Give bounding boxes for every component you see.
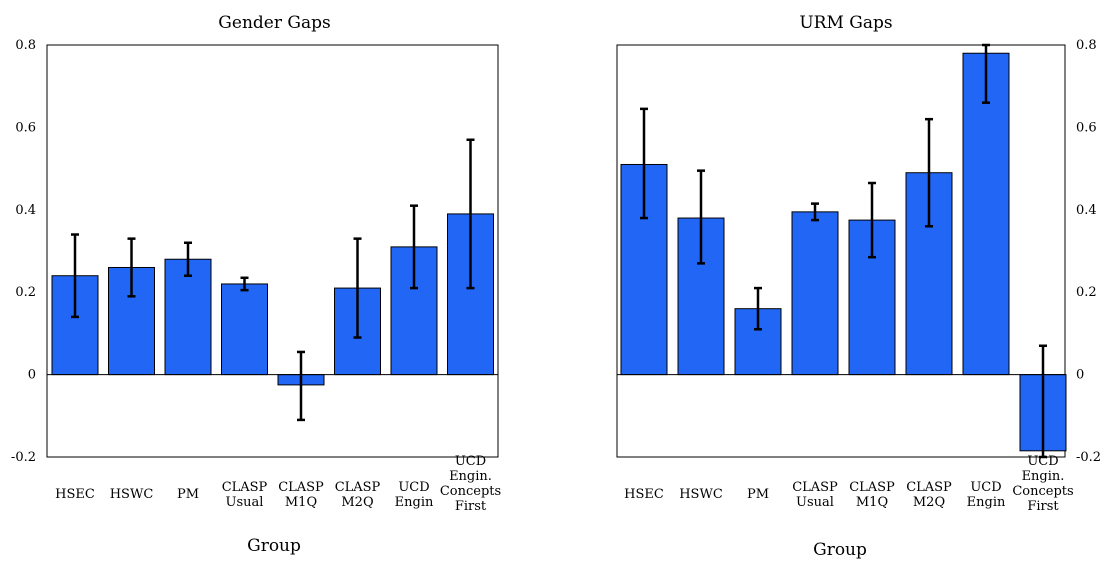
x-tick-label-line: Usual	[796, 495, 834, 510]
bar	[221, 283, 268, 376]
x-tick-label-line: UCD	[398, 480, 429, 495]
x-tick-label-line: CLASP	[335, 480, 381, 495]
error-bar	[410, 204, 418, 290]
x-tick-label-line: M2Q	[341, 495, 373, 510]
x-axis-label: Group	[813, 540, 867, 560]
x-tick-label-line: HSWC	[110, 487, 154, 502]
x-tick-label-line: M1Q	[285, 495, 317, 510]
error-bar	[466, 138, 475, 290]
y-tick-label: 0.2	[1076, 285, 1097, 300]
x-tick-label: PM	[747, 487, 769, 502]
x-tick-label-line: M1Q	[856, 495, 888, 510]
y-tick-label: 0.6	[1076, 120, 1097, 135]
gender-gaps-chart: Gender Gaps 0.8 0.6 0.4 0.2 0 -0.2 HSEC HSWC PM…	[11, 13, 501, 556]
y-tick-label: -0.2	[11, 450, 36, 465]
x-tick-label-line: Engin.	[449, 469, 492, 484]
x-tick-label: CLASP M1Q	[849, 480, 895, 510]
x-tick-label-line: Engin	[967, 495, 1006, 510]
x-tick-label-line: UCD	[1027, 454, 1058, 469]
x-tick-label-line: M2Q	[913, 495, 945, 510]
error-bar	[925, 117, 933, 228]
x-tick-label: PM	[177, 487, 199, 502]
x-tick-label-line: CLASP	[792, 480, 838, 495]
y-tick-label: 0.4	[1076, 203, 1097, 218]
x-tick-label: HSWC	[110, 487, 154, 502]
y-tick-label: 0.4	[15, 203, 36, 218]
y-tick-label: 0.2	[15, 285, 36, 300]
x-tick-label: UCD Engin. Concepts First	[1012, 454, 1073, 514]
y-tick-label: 0	[28, 368, 36, 383]
error-bar	[71, 233, 79, 319]
error-bar	[1039, 344, 1047, 459]
x-tick-label: HSWC	[679, 487, 723, 502]
y-tick-label: 0	[1076, 368, 1084, 383]
bar	[962, 52, 1010, 376]
chart-title: URM Gaps	[799, 13, 892, 33]
error-bar	[353, 237, 362, 339]
error-bar	[697, 169, 705, 265]
chart-title: Gender Gaps	[218, 13, 330, 33]
error-bar	[640, 107, 648, 220]
x-tick-label-line: CLASP	[278, 480, 324, 495]
plot-frame	[46, 44, 499, 458]
x-tick-label: HSEC	[55, 487, 95, 502]
error-bar	[868, 181, 876, 259]
bar	[791, 211, 839, 376]
x-tick-label-line: CLASP	[906, 480, 952, 495]
x-tick-label-line: HSWC	[679, 487, 723, 502]
error-bar	[297, 350, 305, 422]
x-tick-label: UCD Engin	[395, 480, 434, 510]
x-tick-label-line: CLASP	[849, 480, 895, 495]
x-tick-label-line: HSEC	[55, 487, 95, 502]
y-tick-label: 0.6	[15, 120, 36, 135]
x-tick-label: CLASP Usual	[792, 480, 838, 510]
x-tick-label-line: Concepts	[440, 484, 501, 499]
x-tick-label: HSEC	[624, 487, 664, 502]
error-bar	[754, 286, 762, 331]
x-axis-label: Group	[247, 536, 301, 556]
y-tick-label: 0.8	[15, 38, 36, 53]
x-tick-label-line: UCD	[970, 480, 1001, 495]
x-tick-label: UCD Engin. Concepts First	[440, 454, 501, 514]
error-bar	[811, 202, 819, 222]
error-bar	[240, 276, 249, 292]
error-bar	[982, 43, 990, 104]
x-tick-label-line: CLASP	[222, 480, 268, 495]
x-tick-label-line: First	[1027, 499, 1059, 514]
y-tick-label: 0.8	[1076, 38, 1097, 53]
x-tick-label: UCD Engin	[967, 480, 1006, 510]
x-tick-label-line: HSEC	[624, 487, 664, 502]
x-tick-label: CLASP Usual	[222, 480, 268, 510]
x-tick-label-line: First	[455, 499, 487, 514]
x-tick-label-line: Engin	[395, 495, 434, 510]
x-tick-label: CLASP M1Q	[278, 480, 324, 510]
x-tick-label-line: UCD	[455, 454, 486, 469]
plot-frame	[616, 44, 1066, 458]
error-bar	[127, 237, 136, 298]
x-tick-label-line: PM	[177, 487, 199, 502]
y-tick-label: -0.2	[1076, 450, 1101, 465]
x-tick-label-line: PM	[747, 487, 769, 502]
x-tick-label-line: Concepts	[1012, 484, 1073, 499]
x-tick-label: CLASP M2Q	[335, 480, 381, 510]
x-tick-label: CLASP M2Q	[906, 480, 952, 510]
urm-gaps-chart: URM Gaps 0.8 0.6 0.4 0.2 0 -0.2 HSEC HSWC PM CLA…	[616, 13, 1101, 560]
x-tick-label-line: Engin.	[1022, 469, 1065, 484]
error-bar	[184, 241, 192, 277]
x-tick-label-line: Usual	[226, 495, 264, 510]
